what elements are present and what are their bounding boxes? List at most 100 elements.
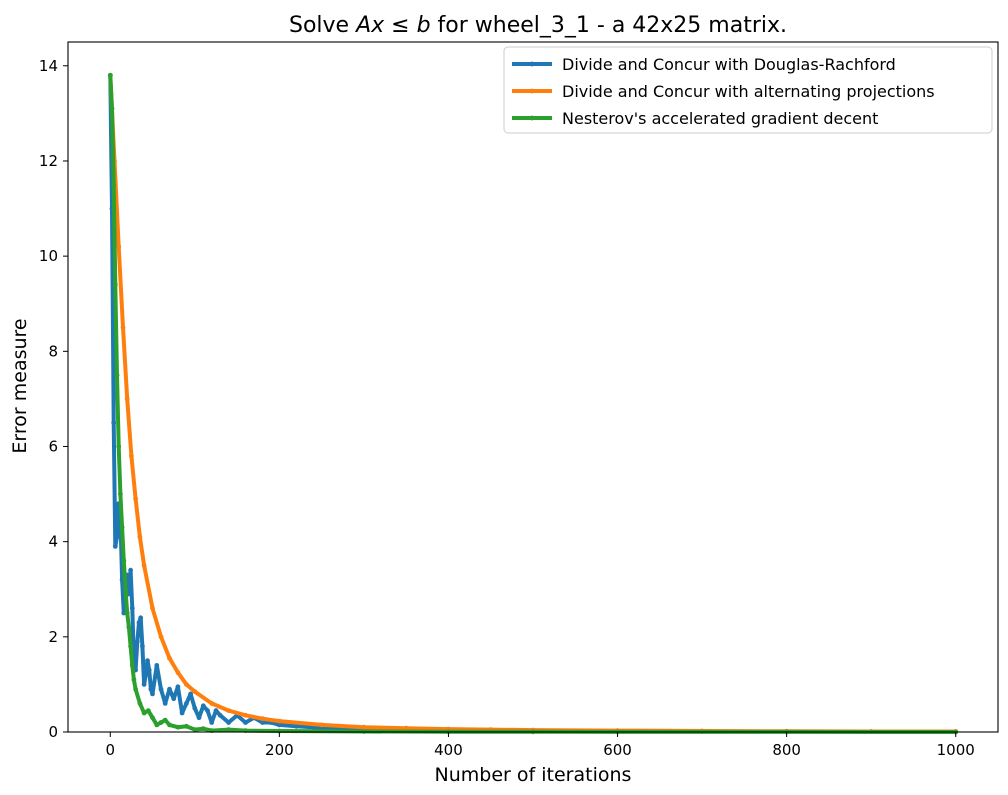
data-point [226,708,232,713]
data-point [226,727,232,732]
data-point [175,670,181,675]
legend-marker [529,88,535,94]
data-point [138,615,144,621]
data-point [148,686,154,692]
y-tick-label: 8 [48,342,58,360]
y-tick-label: 4 [48,533,58,551]
data-point [133,686,139,692]
y-axis-label: Error measure [9,318,31,453]
data-point [111,182,117,188]
x-tick-label: 1000 [937,741,975,759]
data-point [114,372,120,378]
data-point [120,325,126,330]
data-point [184,682,189,687]
plot-frame [67,41,999,733]
plot-area [67,41,999,735]
y-tick-label: 14 [39,57,58,75]
data-point [171,696,177,702]
data-point [319,722,324,728]
y-tick-label: 12 [39,152,58,170]
data-point [192,705,198,711]
series-line [108,73,958,734]
data-point [145,708,151,713]
data-point [141,710,147,716]
data-point [205,708,210,713]
data-point [154,722,160,728]
data-point [111,420,117,426]
x-tick-label: 800 [772,741,801,759]
data-point [209,720,215,725]
data-point [118,491,123,497]
data-point [150,691,155,697]
x-tick-label: 400 [434,741,463,759]
data-point [167,686,172,692]
data-point [260,716,265,722]
data-point [154,663,160,668]
data-point [158,720,164,725]
data-point [133,496,139,502]
data-point [175,684,181,690]
y-tick-label: 10 [39,247,58,265]
data-point [175,724,181,730]
legend-marker [529,61,535,67]
series-3 [107,72,959,735]
y-tick-label: 2 [48,628,58,646]
data-point [114,534,120,540]
data-point [124,396,130,402]
data-point [167,722,172,728]
data-point [128,567,134,573]
data-point [116,444,122,449]
legend-box [503,46,993,134]
data-point [112,544,118,549]
data-point [112,282,118,288]
data-point [136,620,142,625]
data-point [192,727,198,732]
data-point [196,715,202,721]
series-line [108,73,958,734]
data-point [137,534,143,540]
data-point [243,712,248,718]
data-point [137,701,143,706]
legend-label: Divide and Concur with Douglas-Rachford [562,55,896,74]
data-point [158,686,164,692]
data-point [213,708,219,713]
data-point [158,634,164,640]
data-point [184,701,189,706]
data-point [217,712,223,718]
data-point [129,605,135,611]
data-point [277,718,282,724]
legend-label: Nesterov's accelerated gradient decent [562,109,878,128]
data-point [119,525,125,530]
x-tick-label: 600 [603,741,632,759]
y-tick-label: 0 [48,723,58,741]
data-point [131,677,137,683]
data-point [184,723,189,729]
data-point [162,701,168,706]
data-point [107,72,113,78]
data-point [141,563,147,568]
data-point [140,643,145,649]
data-point [116,244,122,250]
data-point [162,717,168,723]
series-1 [107,72,959,735]
data-point [200,703,206,709]
x-tick-label: 0 [105,741,115,759]
data-point [243,720,248,725]
x-tick-label: 200 [265,741,294,759]
legend: Divide and Concur with Douglas-Rachford D… [503,46,993,134]
data-point [128,643,134,649]
data-point [126,624,132,630]
x-axis: 0 200 400 600 800 1000 [105,732,975,759]
y-tick-label: 6 [48,437,58,455]
data-point [129,453,134,459]
data-point [260,720,265,725]
data-point [403,725,409,731]
data-point [121,558,127,564]
legend-marker [529,115,535,121]
data-point [143,672,149,678]
series-2 [107,72,959,734]
data-point [167,655,172,661]
data-point [277,722,282,728]
data-point [150,605,155,611]
data-point [188,691,194,697]
